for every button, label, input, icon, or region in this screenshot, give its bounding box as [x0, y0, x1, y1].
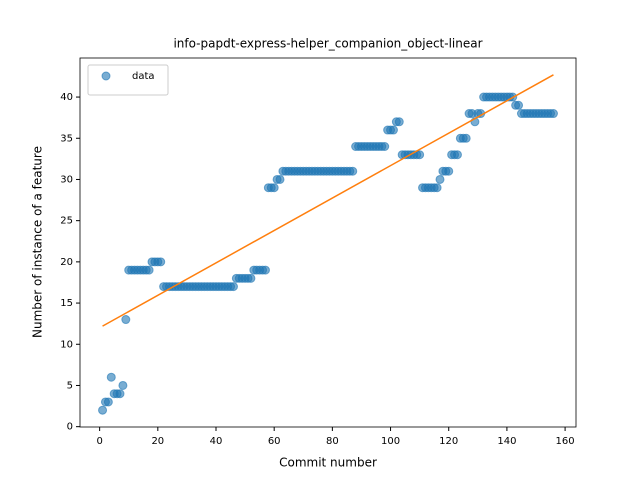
- data-point: [452, 150, 462, 160]
- data-point: [275, 174, 285, 184]
- data-point: [260, 265, 270, 275]
- data-point: [156, 257, 166, 267]
- y-tick-label: 20: [60, 257, 73, 268]
- data-point: [269, 183, 279, 193]
- data-point: [514, 100, 524, 110]
- x-tick-label: 160: [556, 436, 575, 447]
- data-point: [115, 389, 125, 399]
- x-tick-label: 20: [151, 436, 164, 447]
- y-tick-label: 0: [67, 422, 73, 433]
- data-point: [348, 166, 358, 176]
- axes-frame: [79, 57, 577, 428]
- data-point: [432, 183, 442, 193]
- y-tick-label: 5: [67, 380, 73, 391]
- data-point: [144, 265, 154, 275]
- y-axis-label: Number of instance of a feature: [31, 146, 45, 338]
- x-axis-label: Commit number: [279, 456, 377, 470]
- y-tick-label: 30: [60, 174, 73, 185]
- y-tick-label: 25: [60, 216, 73, 227]
- data-point: [98, 405, 108, 415]
- legend-marker: [101, 71, 111, 81]
- x-tick-label: 80: [326, 436, 339, 447]
- data-point: [118, 380, 128, 390]
- y-tick-label: 40: [60, 92, 73, 103]
- x-tick-label: 120: [439, 436, 458, 447]
- x-tick-label: 100: [381, 436, 400, 447]
- data-point: [121, 315, 131, 325]
- data-point: [435, 174, 445, 184]
- x-tick-label: 0: [96, 436, 102, 447]
- chart-title: info-papdt-express-helper_companion_obje…: [173, 37, 482, 51]
- x-tick-label: 40: [210, 436, 223, 447]
- data-point: [380, 142, 390, 152]
- data-point: [548, 109, 558, 119]
- data-point: [246, 273, 256, 283]
- fit-line: [102, 74, 554, 327]
- data-point: [228, 282, 238, 292]
- legend-label: data: [132, 71, 155, 82]
- data-point: [106, 372, 116, 382]
- data-point: [444, 166, 454, 176]
- x-tick-label: 140: [497, 436, 516, 447]
- data-point: [461, 133, 471, 143]
- data-point: [415, 150, 425, 160]
- legend-box: [87, 64, 169, 96]
- y-tick-label: 10: [60, 339, 73, 350]
- y-tick-label: 15: [60, 298, 73, 309]
- data-point: [103, 397, 113, 407]
- x-tick-label: 60: [268, 436, 281, 447]
- data-point: [388, 125, 398, 135]
- y-tick-label: 35: [60, 133, 73, 144]
- data-point: [394, 117, 404, 127]
